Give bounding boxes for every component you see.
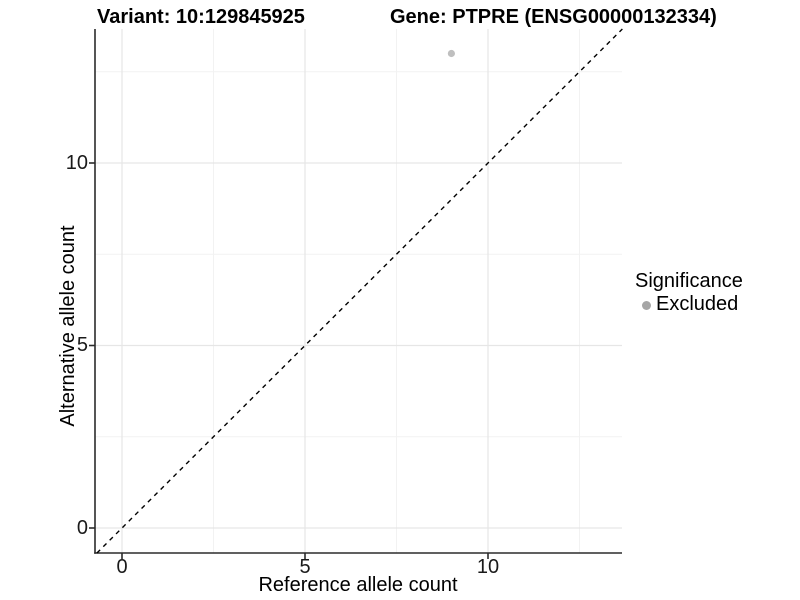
gridlines-minor bbox=[95, 29, 622, 553]
plot-title-gene: Gene: PTPRE (ENSG00000132334) bbox=[390, 6, 717, 28]
y-tick-label-10: 10 bbox=[65, 152, 88, 174]
x-tick-label-10: 10 bbox=[476, 556, 500, 578]
plot-title-variant: Variant: 10:129845925 bbox=[97, 6, 305, 28]
data-marks bbox=[96, 28, 623, 554]
x-tick-label-5: 5 bbox=[299, 556, 311, 578]
axis-tick-marks bbox=[89, 162, 489, 559]
identity-dashed-line bbox=[96, 28, 623, 554]
y-axis-title: Alternative allele count bbox=[57, 225, 79, 427]
legend-key-circle-icon bbox=[642, 301, 651, 310]
gridlines-major bbox=[95, 29, 622, 553]
x-tick-label-0: 0 bbox=[116, 556, 128, 578]
axis-lines bbox=[94, 29, 622, 554]
x-axis-title: Reference allele count bbox=[258, 574, 458, 596]
data-point bbox=[447, 49, 455, 58]
legend-entry-excluded: Excluded bbox=[656, 293, 739, 315]
legend-title: Significance bbox=[635, 270, 743, 292]
y-tick-label-0: 0 bbox=[76, 517, 88, 539]
y-tick-label-5: 5 bbox=[76, 334, 88, 356]
